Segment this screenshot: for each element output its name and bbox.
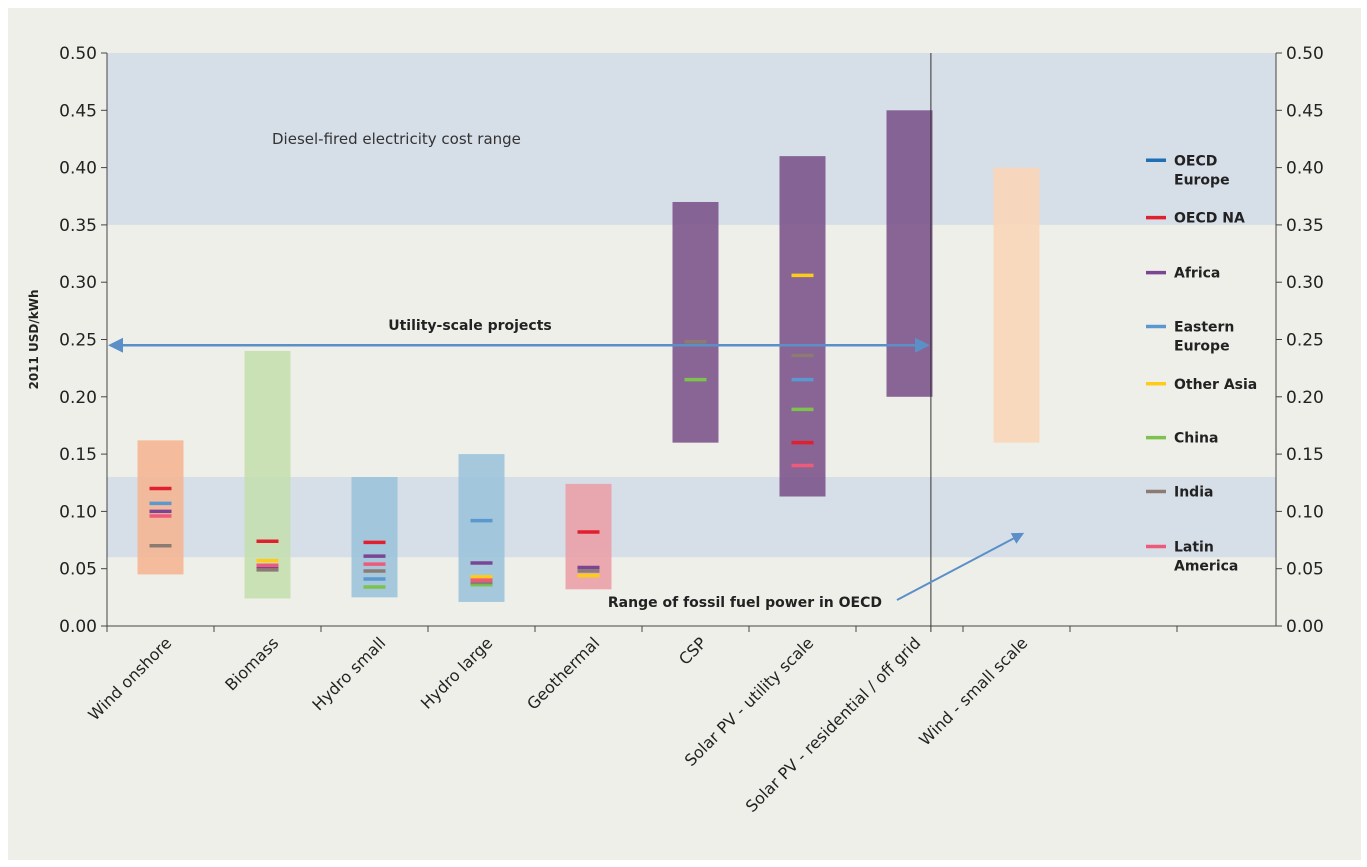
y-tick-label-left: 0.00 (59, 617, 97, 637)
y-tick-label-right: 0.05 (1286, 560, 1324, 580)
y-tick-label-right: 0.45 (1286, 101, 1324, 121)
y-tick-label-right: 0.35 (1286, 216, 1324, 236)
legend-label-line: Europe (1174, 172, 1230, 188)
legend-label-africa: Africa (1174, 266, 1220, 282)
legend-label-line: China (1174, 431, 1218, 447)
y-tick-label-left: 0.20 (59, 388, 97, 408)
legend-label-oecd-europe: OECD Europe (1174, 153, 1230, 188)
y-tick-label-right: 0.10 (1286, 502, 1324, 522)
y-tick-label-left: 0.40 (59, 159, 97, 179)
x-tick-label: Wind - small scale (915, 633, 1031, 749)
legend-label-line: Eastern (1174, 319, 1234, 335)
legend-label-line: OECD NA (1174, 211, 1245, 227)
legend-label-oecd-na: OECD NA (1174, 211, 1245, 227)
y-tick-label-left: 0.45 (59, 101, 97, 121)
range-bar-5 (672, 201, 719, 443)
y-tick-label-left: 0.50 (59, 44, 97, 64)
legend-label-line: Africa (1174, 266, 1220, 282)
legend-label-eastern-europe: Eastern Europe (1174, 319, 1234, 354)
background-band-1 (107, 477, 1276, 558)
y-tick-label-left: 0.10 (59, 502, 97, 522)
x-tick-label: Biomass (221, 633, 282, 694)
legend-label-line: OECD (1174, 153, 1217, 169)
y-tick-label-left: 0.05 (59, 560, 97, 580)
x-tick-label: Solar PV - residential / off grid (742, 633, 925, 816)
legend-label-india: India (1174, 485, 1213, 501)
y-tick-label-right: 0.00 (1286, 617, 1324, 637)
x-tick-label: CSP (675, 633, 711, 669)
y-tick-label-right: 0.40 (1286, 159, 1324, 179)
background-band-0 (107, 53, 1276, 225)
range-bar-7 (886, 110, 933, 397)
x-tick-label: Wind onshore (84, 633, 175, 724)
range-bar-4 (565, 483, 612, 590)
range-bar-6 (779, 156, 826, 497)
range-bar-1 (244, 350, 291, 599)
y-tick-label-right: 0.20 (1286, 388, 1324, 408)
y-tick-label-left: 0.35 (59, 216, 97, 236)
y-tick-label-left: 0.25 (59, 331, 97, 351)
range-bar-0 (137, 440, 184, 575)
y-axis-title: 2011 USD/kWh (27, 289, 41, 389)
legend-label-line: Latin (1174, 540, 1214, 556)
legend-label-line: India (1174, 485, 1213, 501)
y-tick-label-right: 0.25 (1286, 331, 1324, 351)
range-bar-8 (993, 167, 1040, 443)
x-tick-label: Hydro large (417, 633, 496, 712)
y-tick-label-left: 0.15 (59, 445, 97, 465)
x-tick-label: Geothermal (523, 633, 603, 713)
x-tick-label: Hydro small (308, 633, 389, 714)
legend-label-china: China (1174, 431, 1218, 447)
fossil-fuel-arrow (896, 532, 1025, 601)
y-tick-label-right: 0.50 (1286, 44, 1324, 64)
y-tick-label-right: 0.15 (1286, 445, 1324, 465)
legend-label-latin-america: Latin America (1174, 540, 1238, 575)
legend-label-line: America (1174, 559, 1238, 575)
y-tick-label-right: 0.30 (1286, 273, 1324, 293)
legend-label-line: Other Asia (1174, 377, 1257, 393)
fossil-fuel-label: Range of fossil fuel power in OECD (608, 595, 882, 611)
diesel-band-label: Diesel-fired electricity cost range (272, 130, 521, 148)
legend-label-other-asia: Other Asia (1174, 377, 1257, 393)
legend-label-line: Europe (1174, 338, 1230, 354)
utility-scale-label: Utility-scale projects (388, 318, 552, 334)
y-tick-label-left: 0.30 (59, 273, 97, 293)
